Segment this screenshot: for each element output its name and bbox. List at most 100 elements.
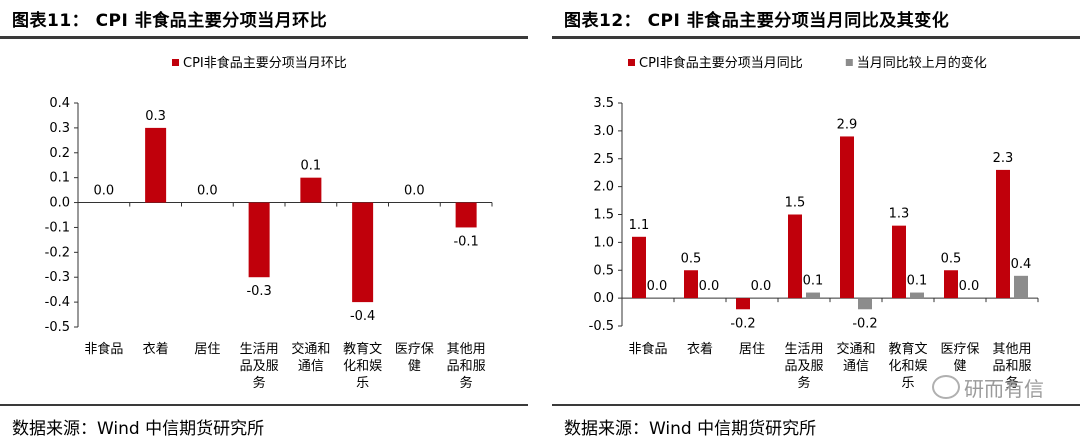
bar bbox=[892, 225, 906, 299]
chart-title: 图表12： CPI 非食品主要分项当月同比及其变化 bbox=[564, 11, 950, 31]
category-label: 衣着 bbox=[143, 341, 169, 357]
data-label: 0.5 bbox=[681, 251, 702, 266]
bar bbox=[944, 270, 958, 299]
bar bbox=[910, 292, 924, 299]
legend-swatch bbox=[628, 59, 635, 66]
data-label: 0.1 bbox=[301, 159, 322, 174]
bar bbox=[455, 202, 477, 228]
bar bbox=[788, 214, 802, 299]
y-tick-label: 0.0 bbox=[49, 196, 70, 211]
category-label: 品及服 bbox=[240, 359, 279, 374]
y-tick-label: 0.0 bbox=[593, 291, 614, 306]
data-source: 数据来源：Wind 中信期货研究所 bbox=[564, 419, 817, 439]
source-strip: 数据来源：Wind 中信期货研究所 bbox=[0, 404, 528, 441]
wechat-icon bbox=[932, 375, 960, 399]
data-label: 1.5 bbox=[785, 196, 806, 211]
data-label: -0.3 bbox=[246, 284, 271, 299]
y-tick-label: 0.1 bbox=[49, 171, 70, 186]
bar bbox=[684, 270, 698, 299]
category-label: 通信 bbox=[843, 359, 869, 374]
data-label: 0.5 bbox=[941, 251, 962, 266]
category-label: 其他用 bbox=[447, 342, 486, 357]
data-label: -0.2 bbox=[730, 316, 755, 331]
bar-chart-mom: CPI非食品主要分项当月环比 0.4 0.3 0.2 0.1 0.0 -0.1 -0.2 -0.… bbox=[45, 55, 493, 391]
data-label: 2.3 bbox=[993, 151, 1014, 166]
data-label: 0.1 bbox=[907, 274, 928, 289]
category-label: 品及服 bbox=[784, 359, 823, 374]
legend-label: CPI非食品主要分项当月环比 bbox=[183, 55, 347, 71]
y-tick-label: 0.2 bbox=[49, 146, 70, 161]
chart-panel-left: 图表11： CPI 非食品主要分项当月环比 CPI非食品主要分项当月环比 0.4 0… bbox=[0, 0, 528, 439]
category-label: 务 bbox=[797, 375, 810, 391]
category-label: 教育文 bbox=[343, 341, 382, 357]
category-label: 其他用 bbox=[992, 342, 1031, 357]
legend-label: 当月同比较上月的变化 bbox=[857, 55, 987, 71]
category-label: 乐 bbox=[901, 376, 914, 391]
category-label: 衣着 bbox=[687, 341, 713, 357]
category-label: 乐 bbox=[356, 376, 369, 391]
legend-swatch bbox=[845, 59, 853, 66]
y-tick-label: 2.0 bbox=[593, 180, 614, 195]
category-label: 务 bbox=[253, 375, 266, 391]
category-label: 交通和 bbox=[291, 341, 330, 357]
chart-title: 图表11： CPI 非食品主要分项当月环比 bbox=[12, 11, 328, 31]
y-tick-label: 0.4 bbox=[49, 96, 70, 111]
y-tick-label: 1.0 bbox=[593, 235, 614, 250]
category-label: 化和娱 bbox=[888, 359, 927, 374]
category-label: 生活用 bbox=[784, 342, 823, 357]
y-tick-label: 3.0 bbox=[593, 124, 614, 139]
data-label: 0.0 bbox=[959, 279, 980, 294]
title-strip: 图表11： CPI 非食品主要分项当月环比 bbox=[0, 0, 528, 39]
y-tick-label: -0.5 bbox=[589, 319, 614, 334]
y-tick-label: 3.5 bbox=[593, 96, 614, 111]
source-strip: 数据来源：Wind 中信期货研究所 bbox=[552, 404, 1080, 441]
data-label: 0.1 bbox=[803, 274, 824, 289]
y-tick-label: 1.5 bbox=[593, 208, 614, 223]
bar bbox=[736, 298, 750, 310]
category-label: 非食品 bbox=[84, 341, 123, 357]
bar bbox=[806, 292, 820, 299]
category-label: 教育文 bbox=[888, 341, 927, 357]
data-label: 0.0 bbox=[94, 184, 115, 199]
data-label: -0.2 bbox=[852, 316, 877, 331]
data-label: 0.0 bbox=[699, 279, 720, 294]
category-label: 医疗保 bbox=[395, 342, 434, 357]
category-label: 通信 bbox=[298, 359, 324, 374]
y-tick-label: -0.1 bbox=[45, 220, 70, 235]
category-label: 品和服 bbox=[447, 359, 486, 374]
category-label: 品和服 bbox=[992, 359, 1031, 374]
data-label: 0.0 bbox=[647, 279, 668, 294]
y-tick-label: -0.2 bbox=[45, 245, 70, 260]
category-label: 务 bbox=[1005, 375, 1018, 391]
bar-chart-yoy: CPI非食品主要分项当月同比 当月同比较上月的变化 3.5 3.0 2.5 2.0 1.5 1… bbox=[589, 55, 1039, 391]
category-label: 居住 bbox=[194, 342, 220, 357]
y-tick-label: 2.5 bbox=[593, 152, 614, 167]
category-label: 务 bbox=[460, 375, 473, 391]
watermark: 研而有信 bbox=[932, 373, 1044, 402]
bar bbox=[996, 169, 1010, 299]
data-label: 1.1 bbox=[629, 218, 650, 233]
category-label: 交通和 bbox=[836, 341, 875, 357]
category-label: 健 bbox=[408, 359, 421, 374]
y-tick-label: 0.3 bbox=[49, 121, 70, 136]
bar bbox=[840, 136, 854, 299]
watermark-text: 研而有信 bbox=[964, 377, 1044, 401]
category-label: 健 bbox=[953, 359, 966, 374]
category-label: 化和娱 bbox=[343, 359, 382, 374]
bar bbox=[858, 298, 872, 310]
legend-swatch bbox=[172, 59, 179, 66]
y-tick-label: -0.4 bbox=[45, 295, 70, 310]
category-label: 非食品 bbox=[628, 341, 667, 357]
data-label: 0.0 bbox=[404, 184, 425, 199]
bar bbox=[145, 127, 167, 203]
title-strip: 图表12： CPI 非食品主要分项当月同比及其变化 bbox=[552, 0, 1080, 39]
bar bbox=[352, 202, 374, 303]
legend-label: CPI非食品主要分项当月同比 bbox=[639, 55, 803, 71]
category-label: 生活用 bbox=[240, 342, 279, 357]
chart-panel-right: 图表12： CPI 非食品主要分项当月同比及其变化 CPI非食品主要分项当月同比… bbox=[552, 0, 1080, 439]
y-tick-label: 0.5 bbox=[593, 263, 614, 278]
data-label: -0.4 bbox=[350, 309, 375, 324]
data-source: 数据来源：Wind 中信期货研究所 bbox=[12, 419, 265, 439]
data-label: 0.4 bbox=[1011, 257, 1032, 272]
data-label: 0.0 bbox=[197, 184, 218, 199]
